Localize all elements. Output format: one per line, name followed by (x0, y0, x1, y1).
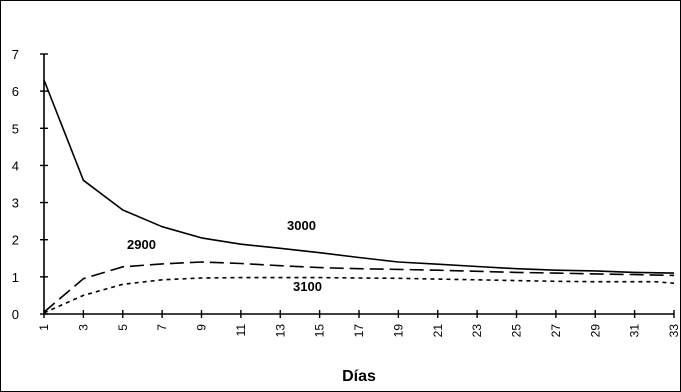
x-tick-label: 23 (470, 324, 484, 338)
series-label-3100: 3100 (293, 279, 322, 294)
y-tick-label: 7 (12, 47, 19, 62)
series-lines (43, 79, 675, 314)
y-tick-label: 1 (12, 270, 19, 285)
x-tick-label: 1 (37, 324, 51, 331)
x-tick-label: 27 (549, 324, 563, 338)
x-tick-label: 25 (510, 324, 524, 338)
y-tick-label: 0 (12, 307, 19, 322)
x-tick-label: 13 (273, 324, 287, 338)
y-tick-label: 5 (12, 121, 19, 136)
x-tick-label: 3 (76, 324, 90, 331)
y-tick-label: 4 (12, 158, 19, 173)
y-tick-label: 2 (12, 233, 19, 248)
x-tick-label: 17 (352, 324, 366, 338)
x-tick-label: 31 (628, 324, 642, 338)
x-tick-label: 5 (116, 324, 130, 331)
x-tick-label: 7 (155, 324, 169, 331)
series-line-3100 (43, 276, 675, 314)
series-line-3000 (43, 79, 675, 274)
x-tick-label: 9 (195, 324, 209, 331)
series-label-3000: 3000 (287, 218, 316, 233)
series-line-2900 (43, 261, 675, 313)
x-tick-label: 19 (391, 324, 405, 338)
x-tick-label: 21 (431, 324, 445, 338)
x-tick-label: 33 (667, 324, 681, 338)
x-tick-label: 15 (313, 324, 327, 338)
x-axis-label: Días (342, 368, 376, 385)
x-tick-label: 11 (234, 324, 248, 337)
x-tick-label: 29 (588, 324, 602, 338)
y-tick-label: 3 (12, 196, 19, 211)
series-label-2900: 2900 (127, 237, 156, 252)
y-tick-label: 6 (12, 84, 19, 99)
